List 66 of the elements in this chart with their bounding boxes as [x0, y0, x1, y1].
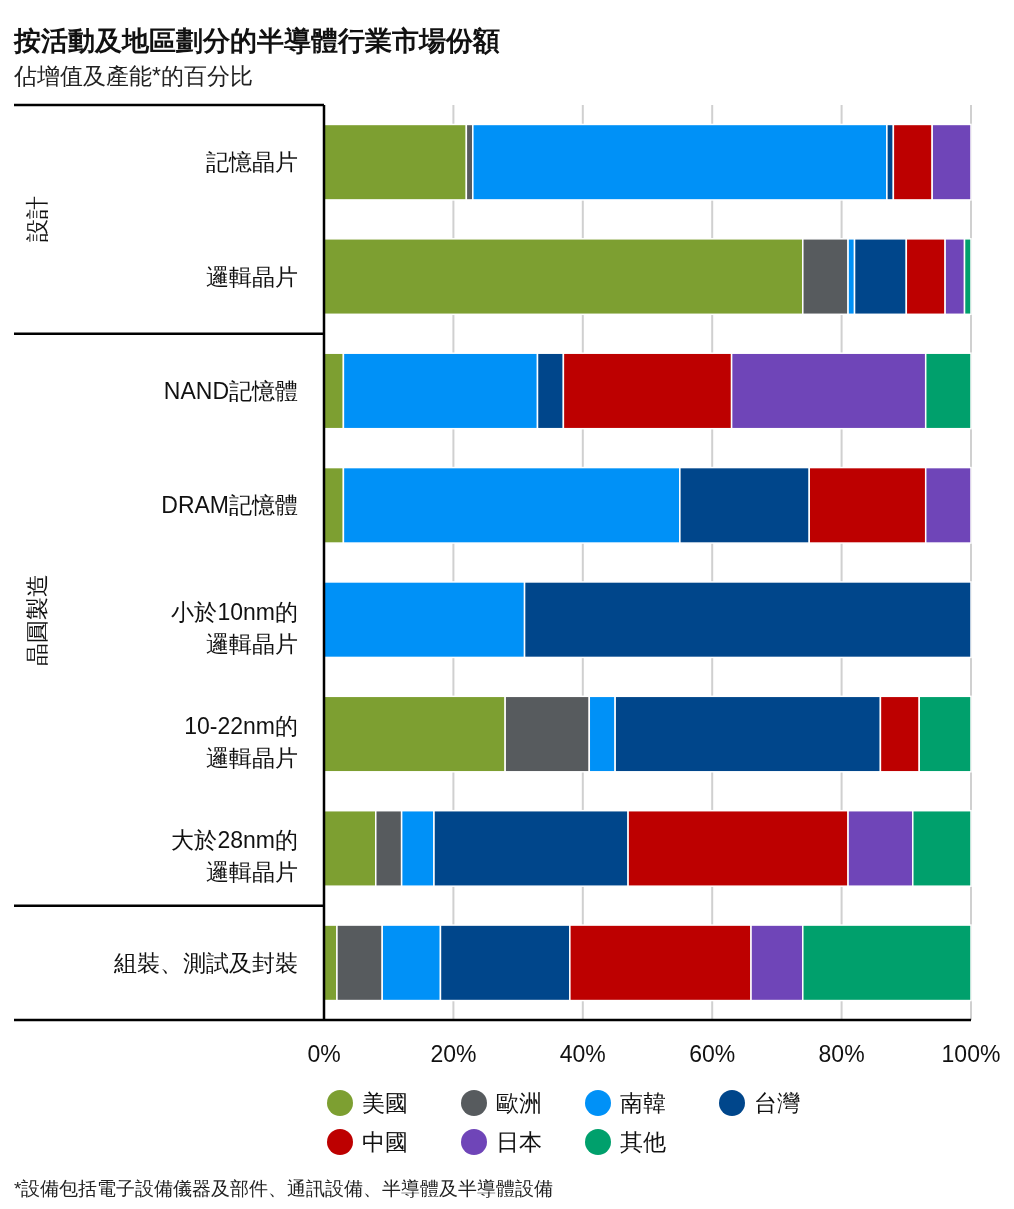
- y-tick-label: NAND記憶體: [163, 377, 298, 404]
- bar: [536, 352, 565, 430]
- bar: [627, 809, 849, 887]
- bar: [381, 924, 442, 1002]
- legend-label: 歐洲: [496, 1090, 542, 1116]
- bar: [808, 466, 927, 544]
- y-tick-label: 10-22nm的邏輯晶片: [184, 713, 298, 772]
- x-tick-label: 40%: [559, 1041, 606, 1067]
- bar: [323, 238, 804, 316]
- bar: [918, 695, 972, 773]
- x-tick-label: 100%: [941, 1041, 1001, 1067]
- legend-label: 美國: [362, 1090, 408, 1116]
- bar: [439, 924, 571, 1002]
- bar: [342, 466, 681, 544]
- bar: [433, 809, 629, 887]
- y-tick-label: DRAM記憶體: [161, 492, 298, 519]
- bar: [323, 581, 526, 659]
- legend-label: 其他: [620, 1129, 666, 1155]
- y-tick-label: 小於10nm的邏輯晶片: [171, 598, 298, 657]
- x-tick-label: 0%: [307, 1041, 341, 1067]
- bar: [342, 352, 539, 430]
- y-tick-label: 記憶晶片: [206, 149, 298, 176]
- bar: [400, 809, 435, 887]
- bar: [802, 924, 972, 1002]
- bar: [472, 123, 888, 201]
- x-tick-label: 60%: [689, 1041, 736, 1067]
- bar: [562, 352, 733, 430]
- bar: [523, 581, 972, 659]
- bar: [847, 809, 914, 887]
- bar: [614, 695, 882, 773]
- bar: [336, 924, 383, 1002]
- bar: [912, 809, 972, 887]
- bar: [323, 695, 506, 773]
- bar: [924, 352, 972, 430]
- bar: [588, 695, 616, 773]
- y-tick-label: 邏輯晶片: [206, 263, 298, 290]
- bar: [569, 924, 752, 1002]
- bar: [892, 123, 933, 201]
- text: 佔增值及產能*的百分比: [13, 63, 253, 89]
- legend-label: 南韓: [620, 1090, 666, 1116]
- bar: [504, 695, 591, 773]
- legend-label: 日本: [496, 1129, 542, 1155]
- bar: [375, 809, 403, 887]
- x-tick-label: 20%: [430, 1041, 477, 1067]
- bar: [905, 238, 946, 316]
- chart-title: 按活動及地區劃分的半導體行業市場份額: [13, 26, 500, 56]
- legend-label: 台灣: [754, 1090, 800, 1116]
- bar: [944, 238, 966, 316]
- bar: [802, 238, 849, 316]
- bar: [730, 352, 927, 430]
- bar: [323, 809, 377, 887]
- bar: [750, 924, 804, 1002]
- bar: [323, 123, 468, 201]
- text: 晶圓製造: [24, 573, 50, 666]
- legend-label: 中國: [362, 1129, 408, 1155]
- y-tick-label: 組裝、測試及封裝: [113, 949, 298, 976]
- text: *設備包括電子設備儀器及部件、通訊設備、半導體及半導體設備: [14, 1178, 554, 1199]
- y-tick-label: 大於28nm的邏輯晶片: [171, 827, 298, 886]
- bar: [679, 466, 810, 544]
- text: 設計: [24, 196, 50, 243]
- bar: [853, 238, 908, 316]
- bar: [879, 695, 920, 773]
- bar: [924, 466, 972, 544]
- bar: [931, 123, 972, 201]
- x-tick-label: 80%: [818, 1041, 865, 1067]
- bar: [963, 238, 972, 316]
